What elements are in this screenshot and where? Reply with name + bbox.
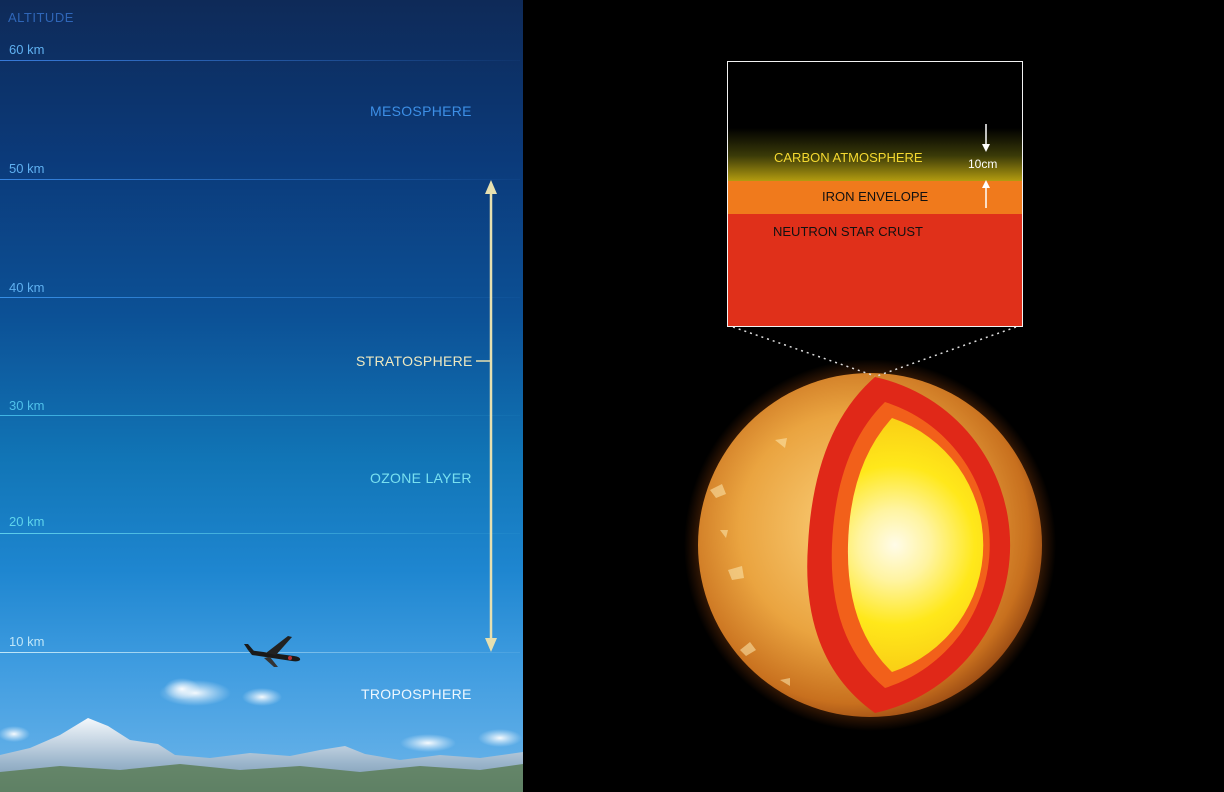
mesosphere-label: MESOSPHERE: [370, 103, 472, 119]
altitude-line-30: [0, 415, 520, 416]
cloud: [478, 729, 522, 747]
thickness-label: 10cm: [968, 157, 998, 171]
cloud: [0, 726, 30, 742]
ground-scenery: [0, 678, 523, 792]
thickness-arrows: [982, 124, 990, 208]
altitude-tick-20: 20 km: [9, 514, 45, 529]
altitude-line-50: [0, 179, 520, 180]
stratosphere-label: STRATOSPHERE: [356, 353, 473, 369]
cloud: [242, 688, 282, 706]
iron-envelope-label: IRON ENVELOPE: [822, 189, 929, 204]
altitude-tick-60: 60 km: [9, 42, 45, 57]
surface-layers-inset: CARBON ATMOSPHERE IRON ENVELOPE NEUTRON …: [727, 61, 1023, 327]
altitude-tick-40: 40 km: [9, 280, 45, 295]
neutron-star-cutaway: [684, 360, 1056, 731]
forest-band: [0, 764, 523, 792]
carbon-atmosphere-layer: [728, 62, 1022, 182]
neutron-star-crust-label: NEUTRON STAR CRUST: [773, 224, 923, 239]
altitude-tick-10: 10 km: [9, 634, 45, 649]
earth-atmosphere-panel: ALTITUDE 60 km 50 km 40 km 30 km 20 km 1…: [0, 0, 523, 792]
neutron-star-crust-layer: [728, 214, 1022, 326]
troposphere-label: TROPOSPHERE: [361, 686, 472, 702]
cut-face-core: [847, 418, 984, 672]
altitude-line-20: [0, 533, 520, 534]
stratosphere-arrow: [476, 180, 497, 652]
altitude-line-40: [0, 297, 520, 298]
ozone-layer-label: OZONE LAYER: [370, 470, 472, 486]
cloud: [159, 678, 231, 706]
altitude-title: ALTITUDE: [8, 10, 74, 25]
airplane-icon: [244, 636, 301, 667]
altitude-tick-50: 50 km: [9, 161, 45, 176]
iron-envelope-layer: [728, 181, 1022, 214]
cloud: [400, 734, 456, 752]
altitude-tick-30: 30 km: [9, 398, 45, 413]
carbon-atmosphere-label: CARBON ATMOSPHERE: [774, 150, 923, 165]
altitude-line-60: [0, 60, 520, 61]
